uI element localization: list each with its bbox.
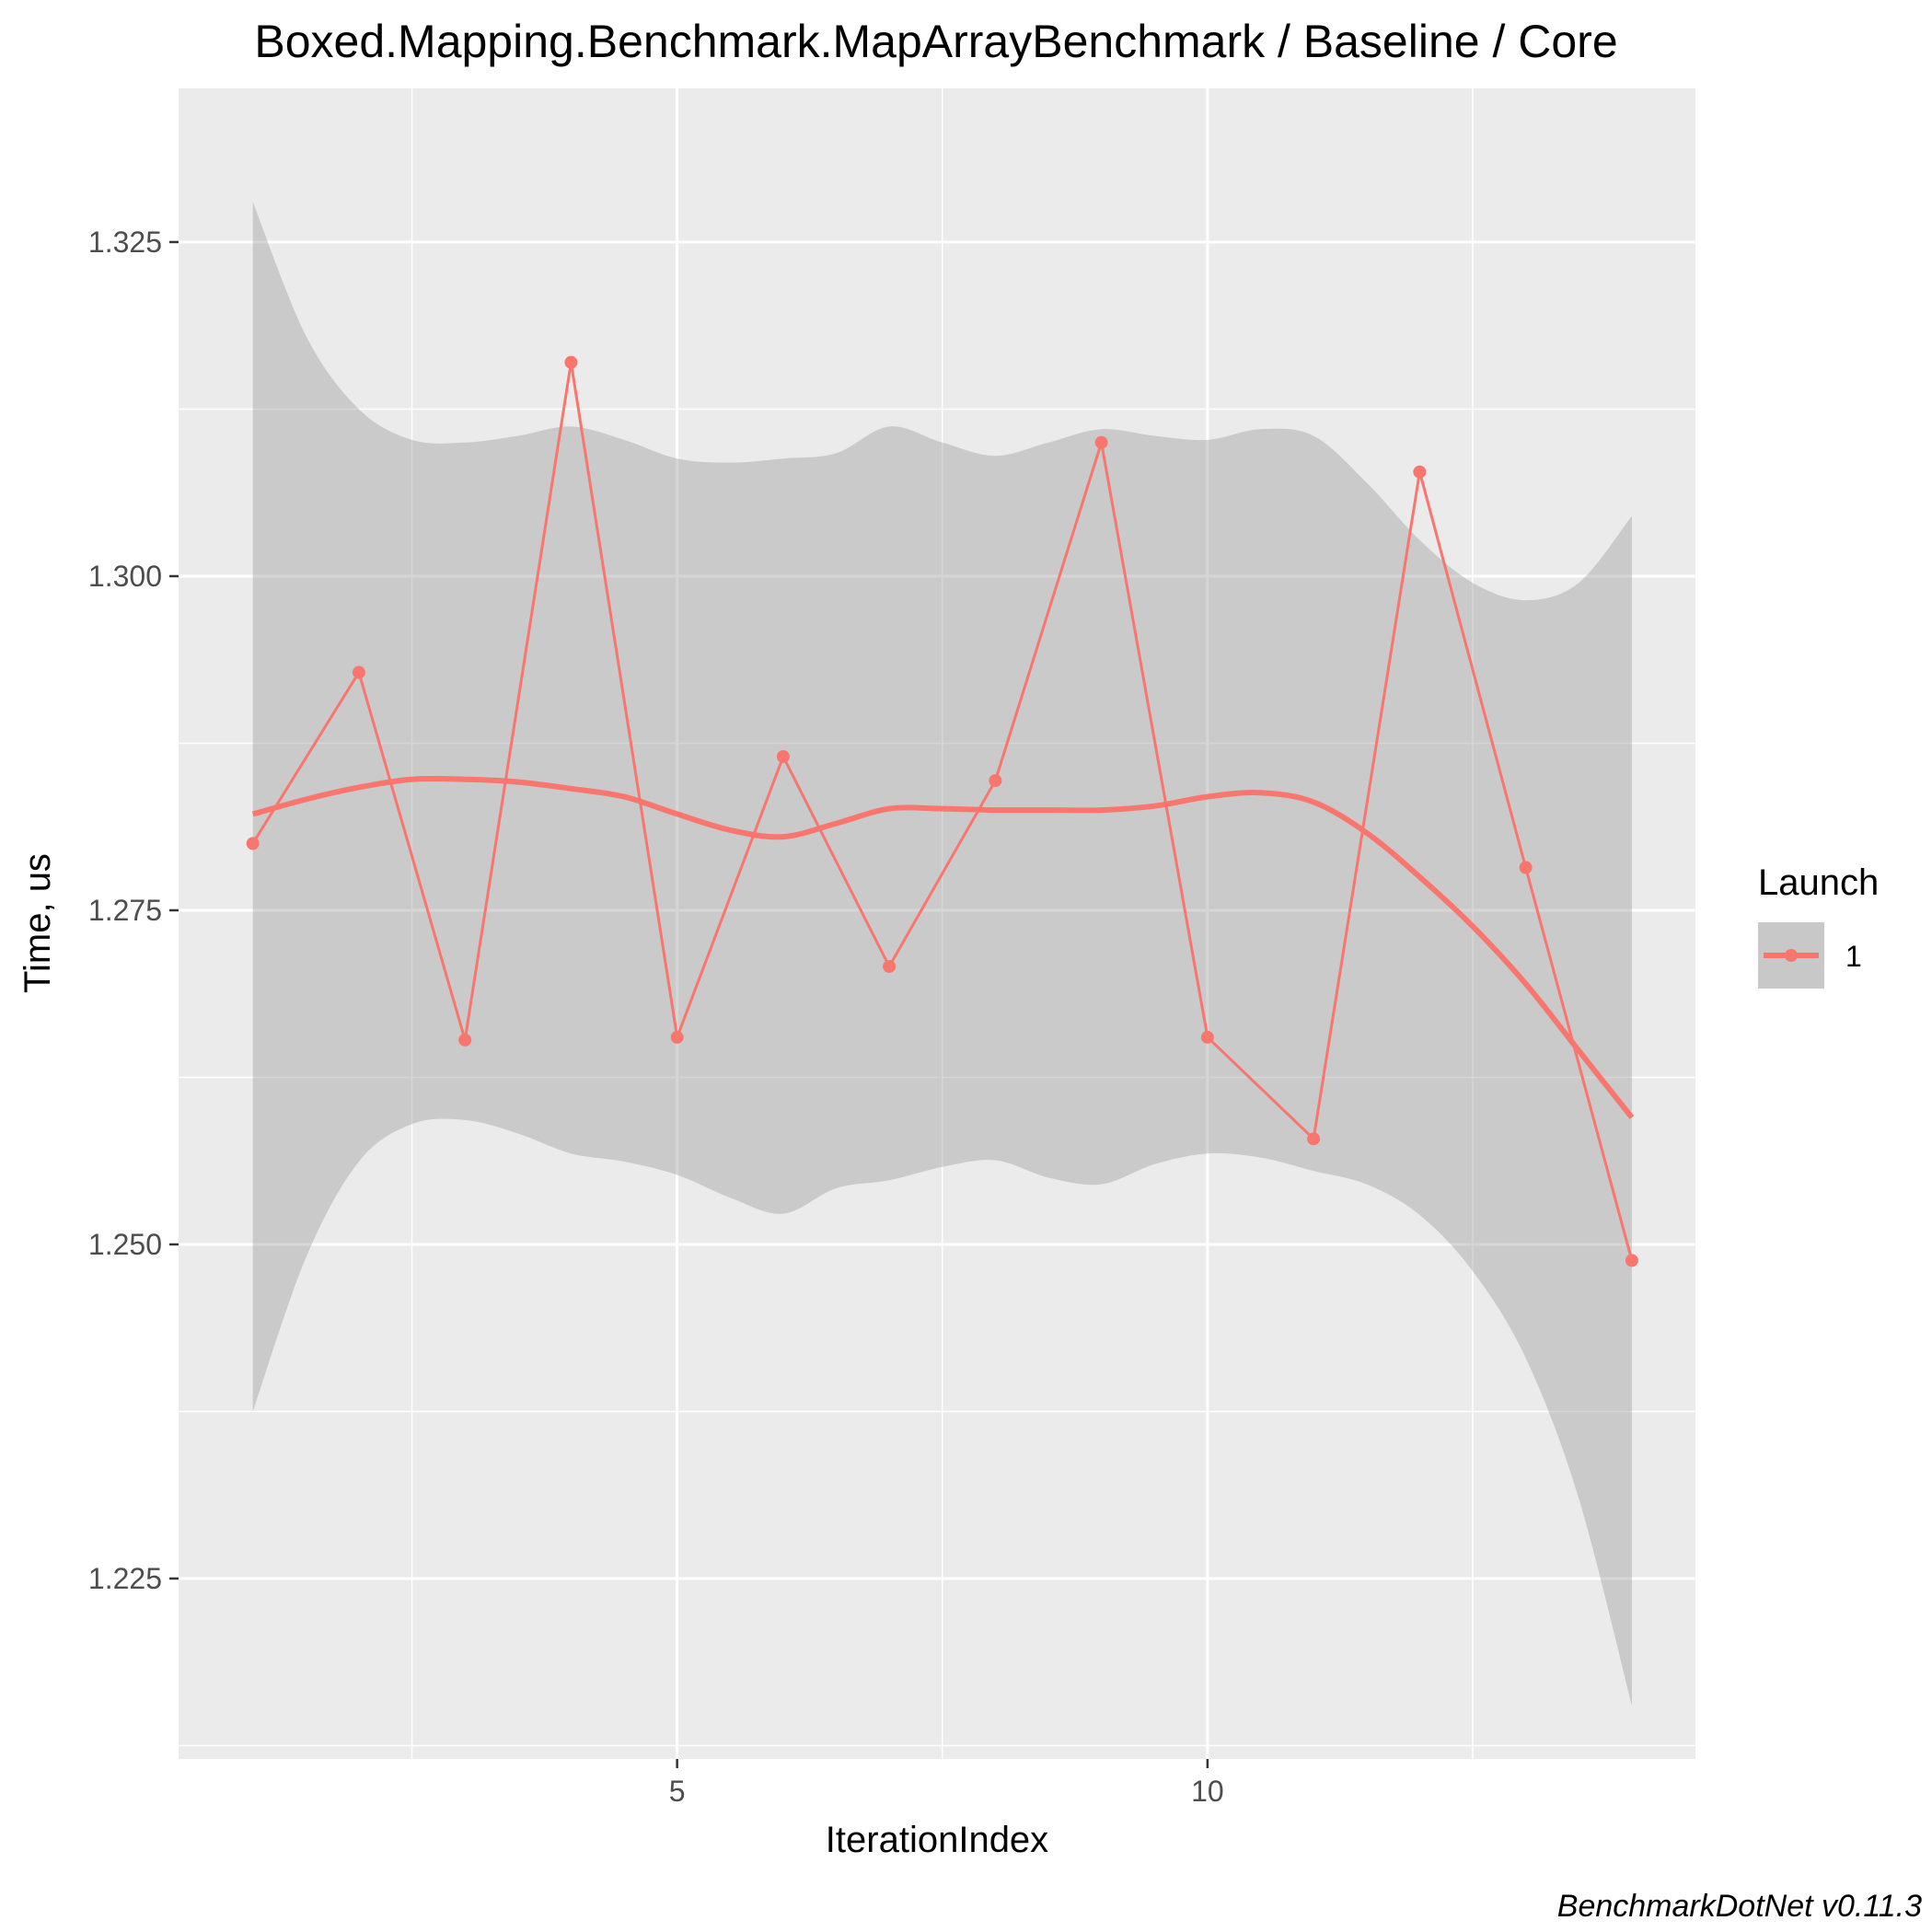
confidence-ribbon-layer: [252, 202, 1632, 1706]
data-point: [1625, 1254, 1638, 1267]
legend: Launch 1: [1758, 862, 1879, 989]
y-tick-label: 1.225: [88, 1562, 162, 1595]
legend-title: Launch: [1758, 862, 1879, 903]
x-tick-label: 10: [1191, 1775, 1224, 1808]
y-tick-label: 1.275: [88, 894, 162, 927]
x-axis-title: IterationIndex: [826, 1820, 1048, 1860]
confidence-ribbon: [252, 202, 1632, 1706]
series-line: [251, 362, 1634, 1261]
grid-major: [179, 88, 1695, 1759]
y-axis-title: Time, us: [17, 853, 58, 993]
y-axis-ticks: 1.225 1.250 1.275 1.300 1.325: [88, 226, 179, 1595]
data-point: [246, 837, 260, 850]
smooth-fit-line: [251, 775, 1635, 1119]
y-tick-label: 1.300: [88, 560, 162, 593]
caption: BenchmarkDotNet v0.11.3: [1557, 1889, 1922, 1924]
data-point: [564, 355, 578, 369]
x-tick-label: 5: [669, 1775, 686, 1808]
data-point: [458, 1033, 472, 1047]
data-point: [776, 750, 790, 763]
data-point: [1200, 1030, 1214, 1044]
x-axis-ticks: 5 10: [669, 1759, 1224, 1808]
y-tick-label: 1.250: [88, 1228, 162, 1261]
data-point: [989, 774, 1002, 788]
data-point: [1519, 861, 1533, 874]
y-tick-label: 1.325: [88, 226, 162, 259]
data-point: [883, 959, 897, 973]
data-point: [1094, 435, 1108, 449]
smooth-layer: [251, 775, 1635, 1119]
data-point: [1307, 1132, 1321, 1146]
chart-title: Boxed.Mapping.Benchmark.MapArrayBenchmar…: [254, 16, 1617, 67]
data-point: [1413, 465, 1427, 479]
data-point: [670, 1030, 684, 1044]
legend-key-point: [1785, 949, 1798, 962]
data-point: [352, 665, 365, 679]
series-layer: [246, 355, 1638, 1267]
legend-entry-label: 1: [1845, 940, 1862, 973]
